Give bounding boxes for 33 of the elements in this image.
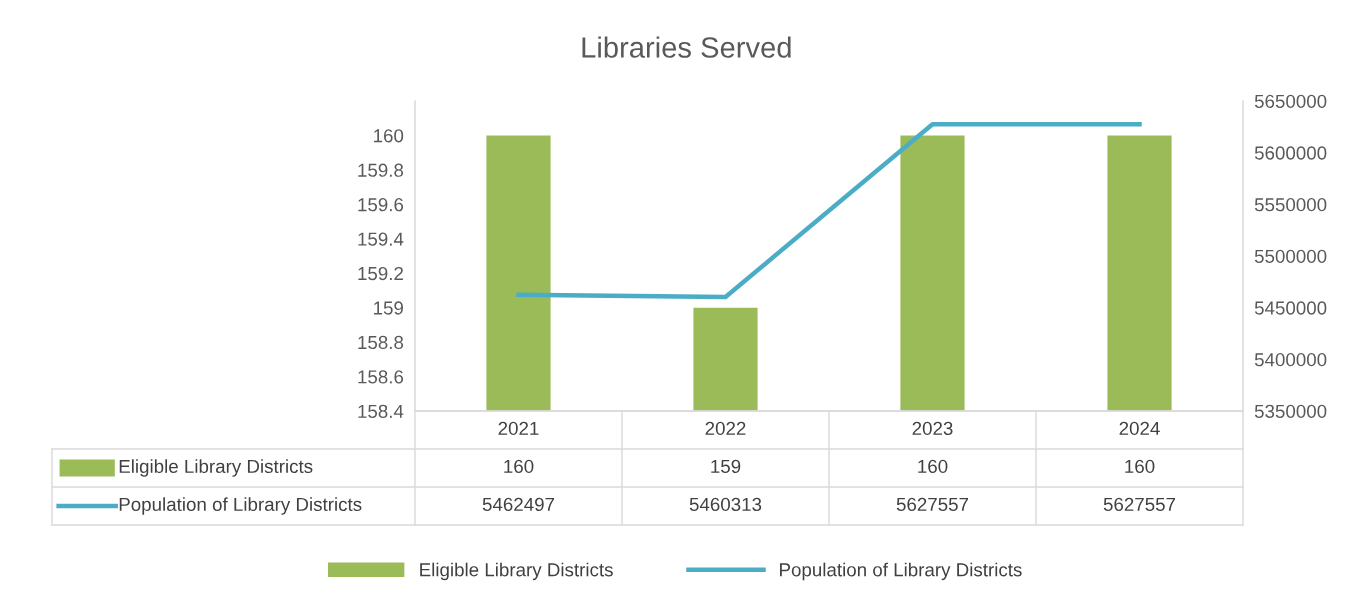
- text: Eligible Library Districts: [119, 459, 313, 477]
- data-label: 5462497: [482, 497, 555, 512]
- y-tick-label: 160: [374, 129, 404, 143]
- y-tick-label: 159: [374, 301, 403, 315]
- data-label: 5627557: [1103, 497, 1176, 512]
- y-tick-label: 159.2: [358, 266, 403, 281]
- legend-label: Eligible Library Districts: [420, 562, 613, 581]
- chart-title: Libraries Served: [582, 36, 791, 58]
- x-tick-label: 2023: [912, 421, 953, 436]
- y2-tick-label: 5400000: [1254, 353, 1327, 367]
- y2-tick-label: 5500000: [1254, 249, 1327, 263]
- text: Population of Library Districts: [780, 562, 1022, 581]
- data-label: 5627557: [896, 497, 969, 512]
- y-tick-label: 159.8: [358, 163, 404, 177]
- y2-tick-label: 5350000: [1254, 404, 1327, 418]
- y-tick-label: 158.4: [358, 404, 404, 418]
- y-tick-label: 158.6: [358, 370, 404, 384]
- x-tick-label: 2024: [1119, 421, 1160, 436]
- y-tick-label: 158.8: [358, 335, 404, 350]
- y2-tick-label: 5550000: [1254, 198, 1327, 212]
- data-label: 160: [1125, 459, 1155, 474]
- y-tick-label: 159.6: [358, 198, 404, 212]
- data-label: 160: [504, 459, 534, 474]
- legend-label: Population of Library Districts: [119, 497, 362, 515]
- x-tick-label: 2022: [705, 421, 746, 436]
- data-label: 5460313: [689, 497, 762, 512]
- data-label: 160: [918, 459, 948, 474]
- y2-tick-label: 5450000: [1254, 301, 1327, 315]
- y-tick-label: 159.4: [358, 232, 404, 246]
- data-label: 159: [711, 459, 741, 474]
- y2-tick-label: 5600000: [1254, 146, 1327, 160]
- y2-tick-label: 5650000: [1254, 94, 1327, 108]
- x-tick-label: 2021: [498, 421, 539, 436]
